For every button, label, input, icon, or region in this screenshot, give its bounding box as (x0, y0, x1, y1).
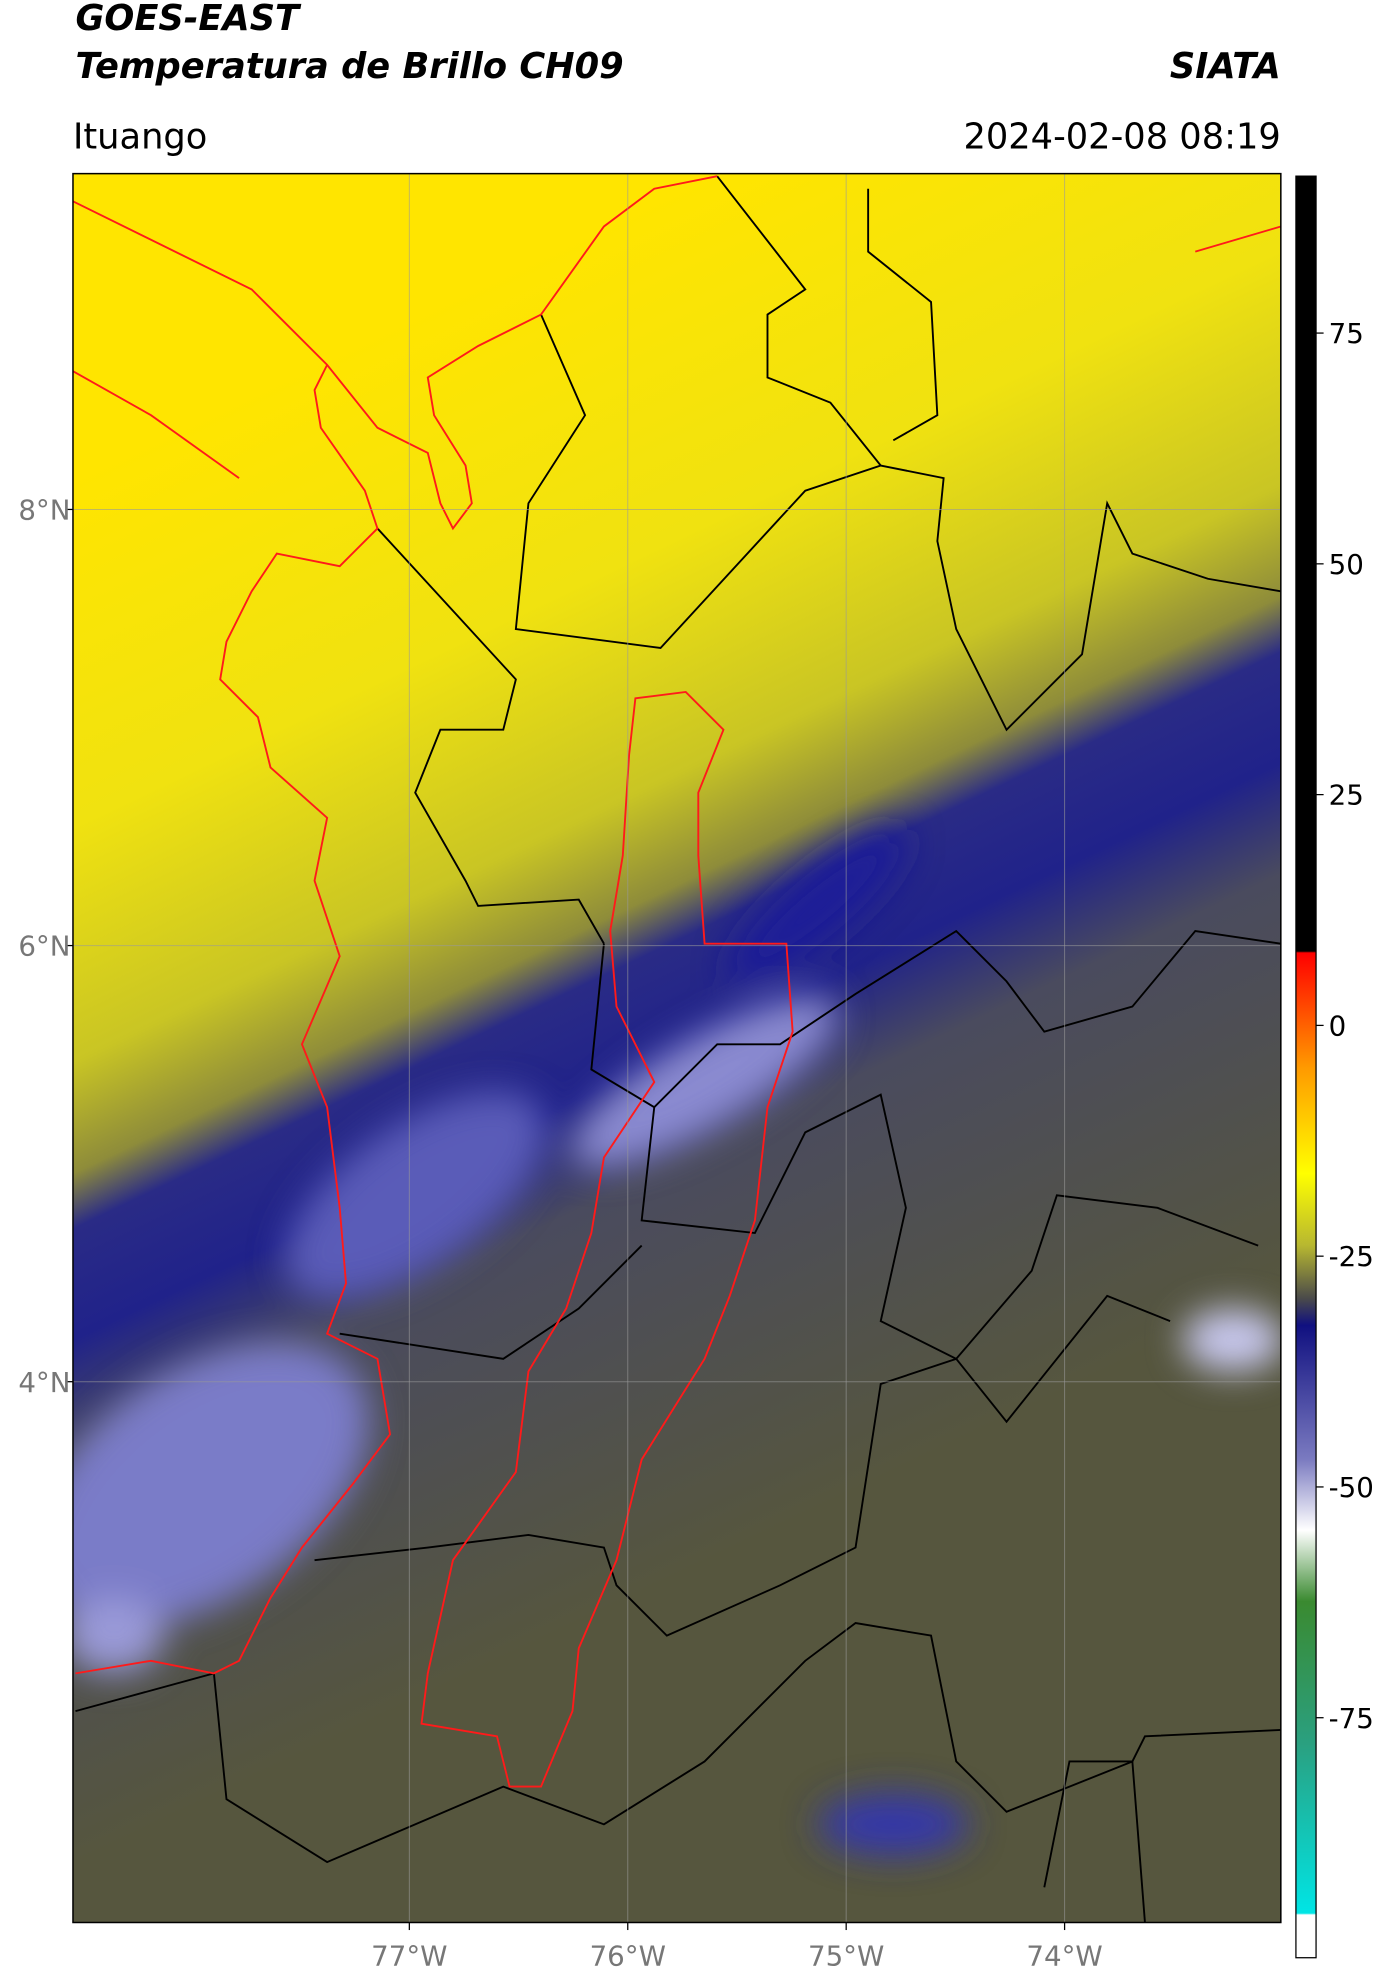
grid (72, 173, 1281, 1923)
brand: SIATA (1170, 46, 1281, 87)
colorbar-tick-label: 25 (1329, 779, 1364, 812)
colorbar-tick-label: 75 (1329, 317, 1364, 350)
colorbar-ticks: 75 50 25 0 -25 -50 -75 (1316, 317, 1374, 1735)
location: Ituango (73, 116, 207, 157)
title-line1: GOES-EAST (75, 0, 302, 39)
colorbar-tick-label: 50 (1329, 548, 1364, 581)
timestamp: 2024-02-08 08:19 (963, 116, 1280, 157)
title-line2: Temperatura de Brillo CH09 (75, 46, 623, 87)
y-tick-label: 4°N (18, 1366, 70, 1399)
map-frame (72, 172, 1282, 1924)
colorbar (1295, 175, 1317, 1959)
x-tick-label: 77°W (371, 1939, 447, 1972)
x-tick-label: 74°W (1026, 1939, 1102, 1972)
colorbar-tick-label: -25 (1329, 1240, 1374, 1273)
x-tick-label: 75°W (808, 1939, 884, 1972)
borders (75, 175, 1281, 1923)
x-tick-label: 76°W (590, 1939, 666, 1972)
cloud-band (72, 829, 1281, 1856)
colorbar-tick-label: -50 (1329, 1471, 1374, 1504)
y-tick-label: 6°N (18, 930, 70, 963)
coastline (72, 175, 1281, 1788)
geo-labels: 77°W 76°W 75°W 74°W 8°N 6°N 4°N (18, 494, 1102, 1973)
colorbar-tick-label: 0 (1329, 1009, 1347, 1042)
map-area (72, 173, 1281, 1923)
y-tick-label: 8°N (18, 494, 70, 527)
colorbar-tick-label: -75 (1329, 1702, 1374, 1735)
